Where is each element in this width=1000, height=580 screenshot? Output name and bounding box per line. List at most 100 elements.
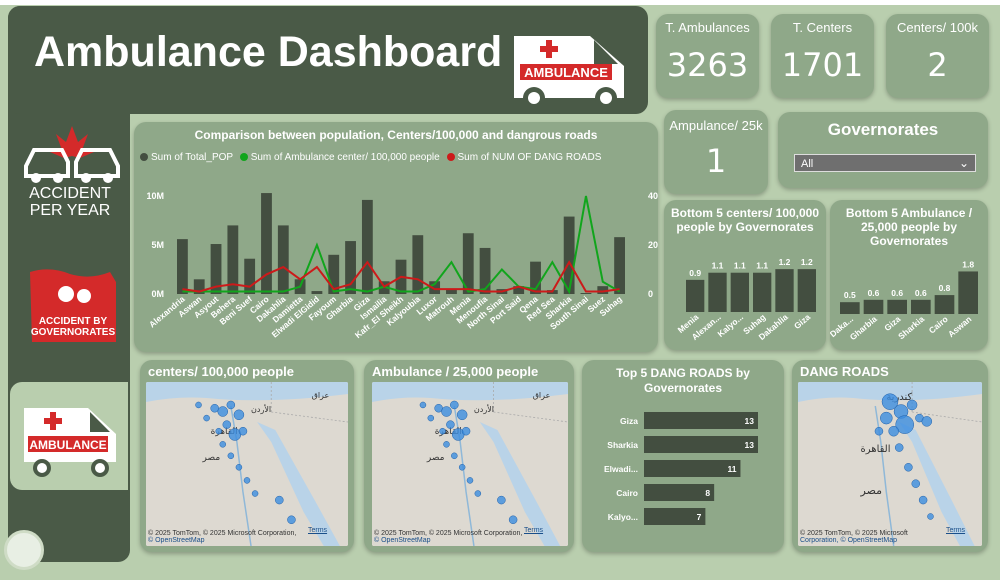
map-terms-link[interactable]: Terms <box>308 527 328 534</box>
accident-per-year-line1: ACCIDENT <box>29 185 111 202</box>
bar <box>328 254 340 294</box>
logo-icon <box>4 530 44 570</box>
bar <box>429 281 441 294</box>
map-place-label: مصر <box>202 453 221 463</box>
map-copyright: © 2025 TomTom, © 2025 Microsoft Corporat… <box>148 530 296 544</box>
chart-title: Comparison between population, Centers/1… <box>194 128 598 142</box>
map-bubble <box>195 401 202 409</box>
legend-item[interactable]: Sum of NUM OF DANG ROADS <box>446 152 602 163</box>
map-bubble <box>427 414 435 422</box>
bar <box>934 295 955 314</box>
page-title: Ambulance Dashboard <box>34 28 503 76</box>
accident-by-gov-line1: ACCIDENT BY <box>38 316 108 327</box>
mediterranean-sea <box>372 382 568 402</box>
kpi-label: T. Ambulances <box>665 20 750 35</box>
map-bubble <box>461 426 471 436</box>
bar <box>513 286 525 294</box>
bar <box>462 233 474 294</box>
kpi-value: 1 <box>705 142 727 180</box>
map-bubble <box>458 464 466 471</box>
map-canvas: كندرية القاهرة مصر <box>798 382 982 546</box>
bar <box>644 436 758 453</box>
map-osm-link[interactable]: © OpenStreetMap <box>374 537 431 544</box>
bar <box>563 216 575 294</box>
egypt-map-icon <box>30 269 116 342</box>
map-copyright: © 2025 TomTom, © 2025 Microsoft Corporati… <box>800 530 908 544</box>
bar <box>644 484 715 501</box>
accident-per-year-label[interactable]: ACCIDENT PER YEAR <box>14 185 126 219</box>
bar <box>177 239 188 294</box>
map-terms-link[interactable]: Terms <box>946 527 966 534</box>
bar <box>686 279 705 312</box>
dang-roads-map-card: DANG ROADS كندرية القاهرة مصر © 2025 TomTo… <box>792 360 988 552</box>
map-title: Ambulance / 25,000 people <box>372 364 539 379</box>
map-place-label: عراق <box>533 391 551 400</box>
map-place-label: القاهرة <box>211 427 238 437</box>
map-bubble <box>466 477 474 484</box>
bar <box>911 299 931 314</box>
legend-item[interactable]: Sum of Ambulance center/ 100,000 people <box>239 152 440 163</box>
data-label: 11 <box>727 464 736 474</box>
map-bubble <box>874 426 884 436</box>
map-place-label: الأردن <box>251 404 271 414</box>
chart-title: Bottom 5 centers/ 100,000 people by Gove… <box>670 206 820 234</box>
bar <box>244 258 256 294</box>
ambulance-map[interactable]: الأردن عراق القاهرة مصر © 2025 TomTom, © 20… <box>372 382 568 546</box>
map-bubble <box>508 515 518 525</box>
data-label: 0.6 <box>891 288 903 298</box>
x-tick-label: Giza <box>792 312 812 331</box>
kpi-label: Centers/ 100k <box>897 20 978 35</box>
map-bubble <box>927 513 934 520</box>
country-border <box>493 382 568 423</box>
y-tick-label: Elwadi... <box>604 464 638 474</box>
map-place-label: مصر <box>426 453 445 463</box>
mediterranean-sea <box>798 382 982 402</box>
map-osm-link[interactable]: Corporation, © OpenStreetMap <box>800 537 897 544</box>
map-terms-link[interactable]: Terms <box>524 527 544 534</box>
map-bubble <box>446 420 455 429</box>
map-bubble <box>215 427 222 435</box>
map-place-label: عراق <box>312 391 330 400</box>
map-bubble <box>888 425 899 437</box>
legend-label: Sum of NUM OF DANG ROADS <box>457 152 602 163</box>
bar <box>530 261 541 294</box>
country-border <box>270 382 348 423</box>
bar <box>311 291 323 294</box>
accident-by-gov-text: ACCIDENT BY GOVERNORATES <box>26 316 120 338</box>
map-bubble <box>233 409 245 421</box>
governorates-slicer: Governorates All ⌄ <box>778 112 988 188</box>
map-bubble <box>921 416 933 427</box>
bar <box>345 241 356 294</box>
legend-item[interactable]: Sum of Total_POP <box>140 152 233 163</box>
map-bubble <box>451 452 458 460</box>
map-bubble <box>222 420 232 429</box>
chart-title: Bottom 5 Ambulance / 25,000 people by Go… <box>845 206 973 248</box>
map-copyright-line: © 2025 TomTom, © 2025 Microsoft Corporat… <box>148 530 297 537</box>
bar <box>210 244 222 294</box>
map-copyright-line: © 2025 TomTom, © 2025 Microsoft Corporat… <box>374 530 523 537</box>
data-label: 13 <box>745 440 755 450</box>
bar <box>597 286 609 294</box>
map-bubble <box>895 415 914 434</box>
map-osm-link[interactable]: © OpenStreetMap <box>148 537 205 544</box>
map-bubble <box>287 515 296 525</box>
data-label: 1.8 <box>962 259 974 269</box>
bar <box>708 272 727 312</box>
map-bubble <box>881 393 899 410</box>
main-chart-card: Comparison between population, Centers/1… <box>134 122 658 352</box>
ambulance-icon: AMBULANCE <box>514 36 624 108</box>
dang-roads-map[interactable]: كندرية القاهرة مصر © 2025 TomTom, © 2025 M… <box>798 382 982 546</box>
y-tick-label: Kalyo... <box>608 512 638 522</box>
bar <box>863 299 884 314</box>
map-place-label: القاهرة <box>861 444 891 455</box>
governorates-dropdown[interactable]: All ⌄ <box>794 154 976 172</box>
ambulance-nav-button[interactable]: AMBULANCE <box>10 382 128 490</box>
kpi-total-centers: T. Centers 1701 <box>771 14 874 98</box>
accident-by-governorates-button[interactable]: ACCIDENT BY GOVERNORATES <box>26 266 120 348</box>
bar <box>958 271 978 314</box>
map-place-label: مصر <box>860 484 883 497</box>
map-bubble <box>497 495 506 505</box>
centers-map[interactable]: الأردن عراق القاهرة مصر © 2025 TomTom, © 20… <box>146 382 348 546</box>
bar <box>361 199 373 294</box>
bar <box>797 269 816 312</box>
